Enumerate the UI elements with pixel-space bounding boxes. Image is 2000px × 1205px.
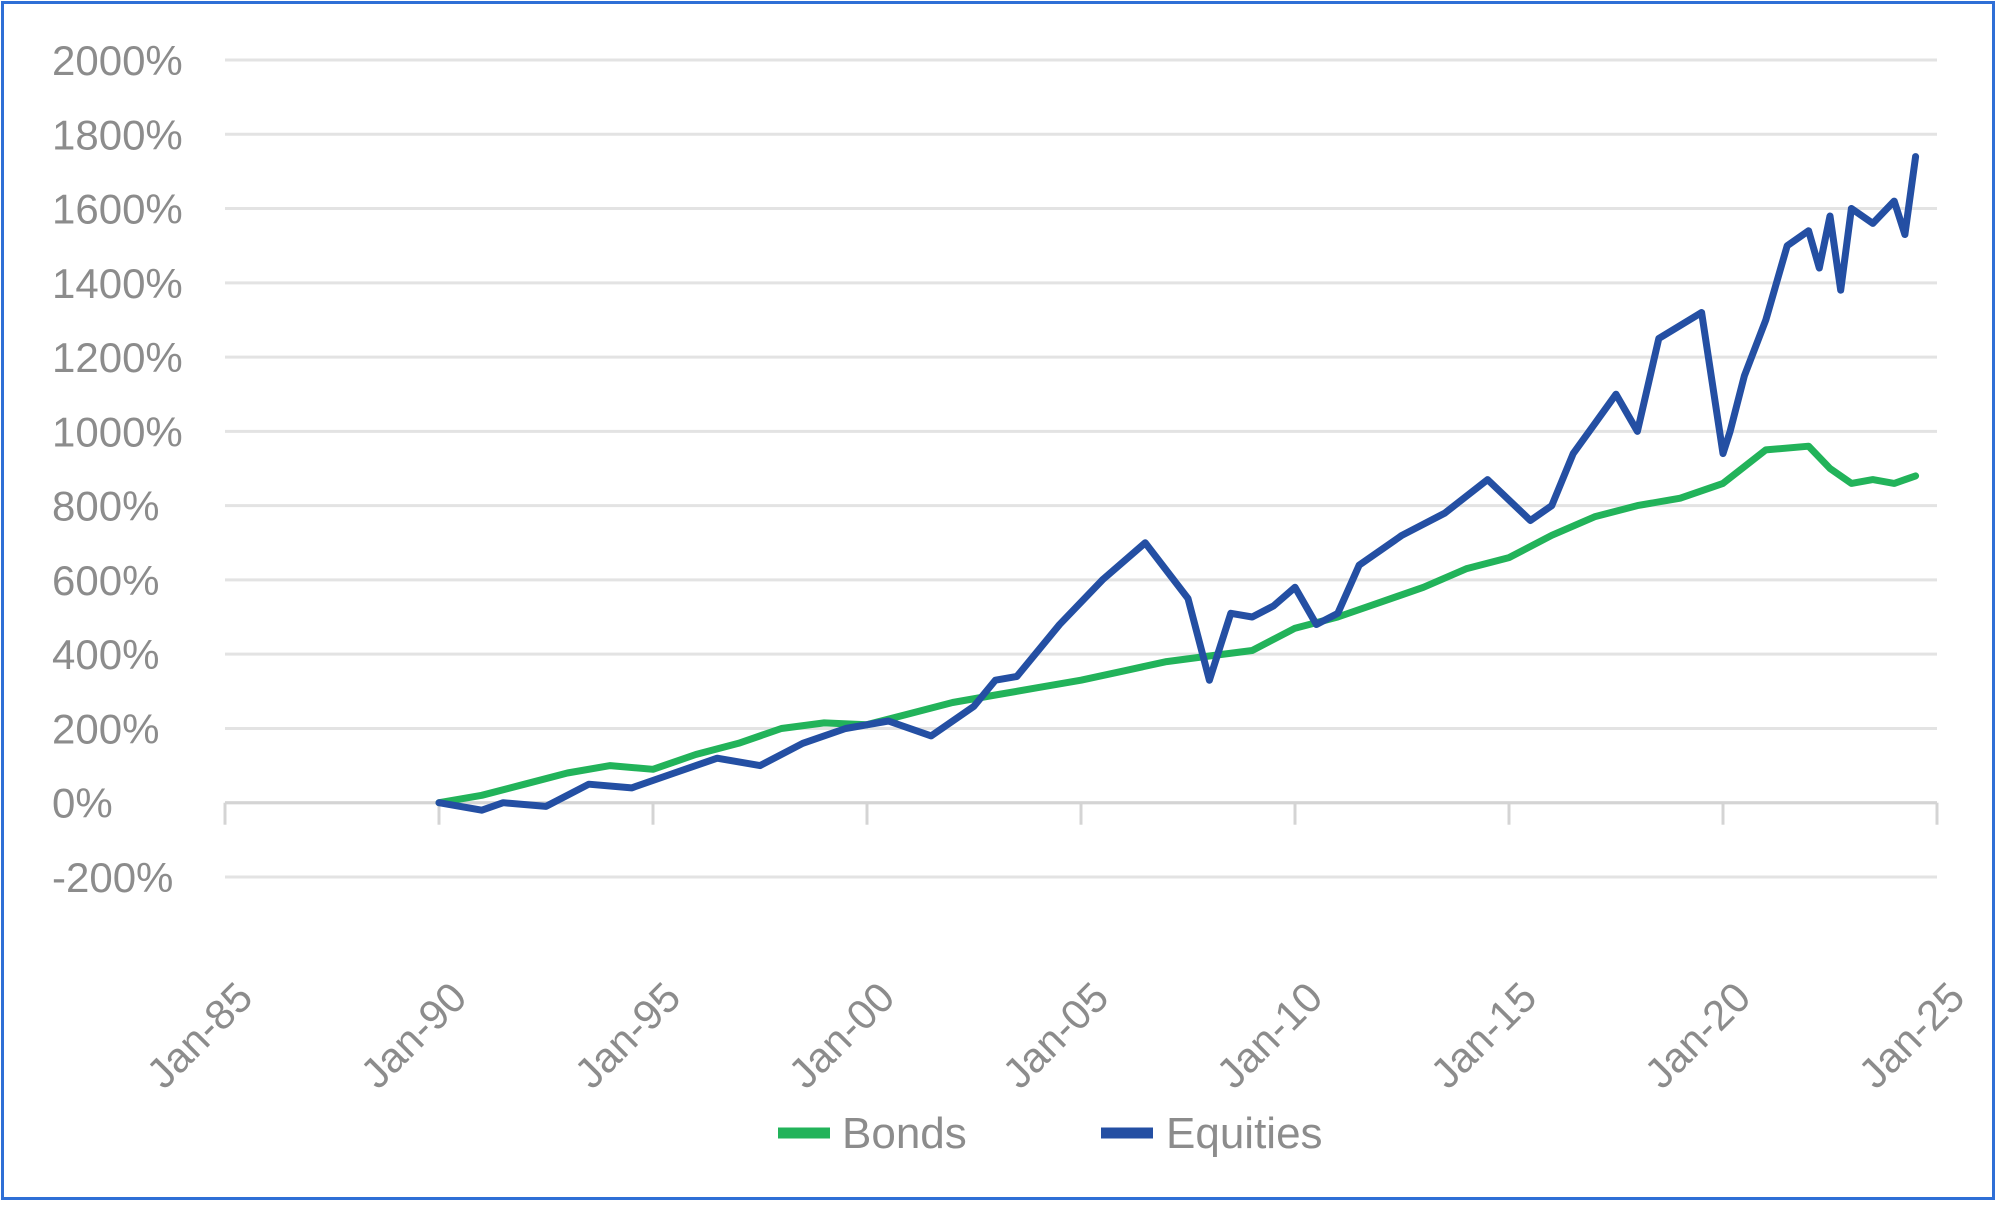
x-tick-label: Jan-25 (1849, 973, 1973, 1097)
y-tick-label: 1400% (52, 260, 183, 307)
x-tick-label: Jan-00 (779, 973, 903, 1097)
legend-label-bonds: Bonds (842, 1109, 967, 1158)
x-axis (223, 801, 1939, 825)
gridlines (225, 58, 1937, 879)
x-tick-label: Jan-95 (565, 973, 689, 1097)
y-tick-label: 400% (52, 631, 159, 678)
x-tick-label: Jan-85 (137, 973, 261, 1097)
y-tick-label: 600% (52, 557, 159, 604)
y-tick-label: 200% (52, 705, 159, 752)
series-line-equities (435, 153, 1920, 814)
x-tick-label: Jan-15 (1421, 973, 1545, 1097)
y-tick-label: -200% (52, 854, 173, 901)
x-tick-label: Jan-20 (1635, 973, 1759, 1097)
x-tick-label: Jan-90 (351, 973, 475, 1097)
legend: Bonds Equities (778, 1109, 1323, 1158)
y-tick-label: 1600% (52, 186, 183, 233)
y-tick-label: 1800% (52, 111, 183, 158)
y-tick-label: 0% (52, 780, 113, 827)
y-tick-label: 1000% (52, 408, 183, 455)
x-tick-label: Jan-10 (1207, 973, 1331, 1097)
x-tick-label: Jan-05 (993, 973, 1117, 1097)
y-axis-ticks: 2000% 1800% 1600% 1400% 1200% 1000% 800% 600% 40… (52, 37, 183, 901)
x-axis-ticks: Jan-85 Jan-90 Jan-95 Jan-00 Jan-05 Jan-10 Jan-… (137, 973, 1973, 1097)
y-tick-label: 2000% (52, 37, 183, 84)
series-line-bonds (435, 442, 1920, 807)
y-tick-label: 1200% (52, 334, 183, 381)
y-tick-label: 800% (52, 483, 159, 530)
series-lines (435, 153, 1920, 814)
legend-label-equities: Equities (1166, 1109, 1323, 1158)
